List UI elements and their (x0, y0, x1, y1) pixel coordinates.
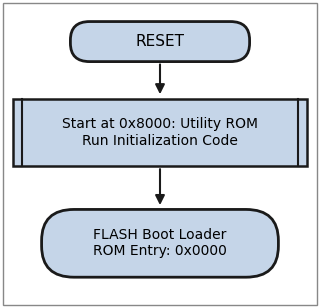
FancyBboxPatch shape (42, 209, 278, 277)
Text: RESET: RESET (135, 34, 185, 49)
FancyBboxPatch shape (70, 22, 250, 62)
Text: FLASH Boot Loader
ROM Entry: 0x0000: FLASH Boot Loader ROM Entry: 0x0000 (93, 228, 227, 258)
Text: Start at 0x8000: Utility ROM
Run Initialization Code: Start at 0x8000: Utility ROM Run Initial… (62, 117, 258, 148)
Bar (13, 99, 307, 166)
